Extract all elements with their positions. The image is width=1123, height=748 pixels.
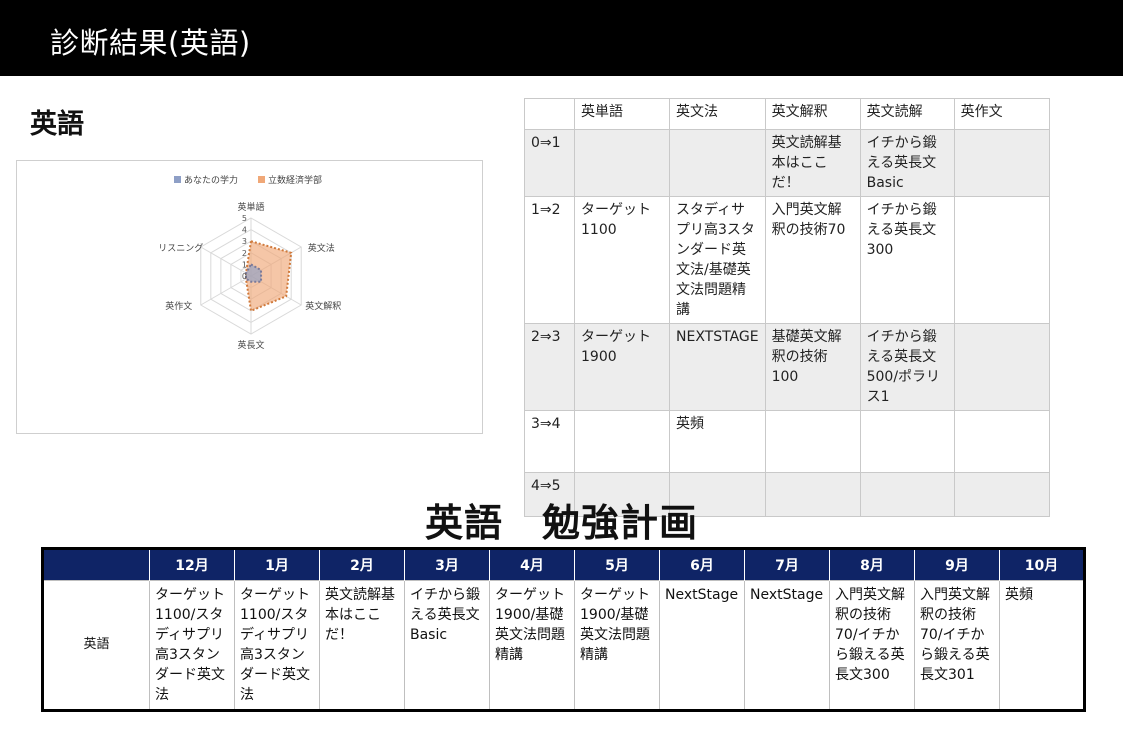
radar-axis-label: 英長文 — [237, 339, 264, 351]
table-cell: 基礎英文解釈の技術100 — [764, 323, 861, 411]
table-cell — [574, 410, 670, 473]
month-header: 8月 — [829, 548, 915, 581]
level-table-header: 英文読解 — [859, 98, 955, 130]
plan-cell: 入門英文解釈の技術70/イチから鍛える英長文300 — [829, 580, 915, 711]
level-table-header: 英作文 — [953, 98, 1050, 130]
radar-series-area — [244, 263, 263, 283]
legend-label: 立数経済学部 — [268, 174, 322, 186]
level-label: 4⇒5 — [524, 472, 575, 517]
study-plan-title: 英語 勉強計画 — [424, 501, 698, 545]
month-header: 10月 — [999, 548, 1085, 581]
table-cell: ターゲット1100 — [574, 196, 670, 324]
study-plan-table: 12月 1月 2月 3月 4月 5月 6月 7月 8月 9月 10月 英語 ター… — [41, 547, 1086, 712]
plan-cell: NextStage — [659, 580, 745, 711]
plan-cell: ターゲット1100/スタディサプリ高3スタンダード英文法 — [149, 580, 235, 711]
legend-swatch — [258, 176, 265, 183]
plan-cell: ターゲット1900/基礎英文法問題精講 — [574, 580, 660, 711]
month-header: 5月 — [574, 548, 660, 581]
table-cell — [953, 472, 1050, 517]
table-cell — [953, 129, 1050, 197]
plan-cell: ターゲット1900/基礎英文法問題精講 — [489, 580, 575, 711]
month-header: 12月 — [149, 548, 235, 581]
month-header: 6月 — [659, 548, 745, 581]
table-cell: イチから鍛える英長文300 — [859, 196, 955, 324]
level-label: 2⇒3 — [524, 323, 575, 411]
plan-subject: 英語 — [42, 580, 150, 711]
level-table-header: 英単語 — [574, 98, 670, 130]
month-header: 9月 — [914, 548, 1000, 581]
legend-swatch — [174, 176, 181, 183]
table-cell — [669, 472, 766, 517]
month-header: 1月 — [234, 548, 320, 581]
table-cell — [669, 129, 766, 197]
table-cell — [574, 472, 670, 517]
legend-label: あなたの学力 — [184, 174, 238, 186]
level-table: 英単語 英文法 英文解釈 英文読解 英作文 0⇒1 英文読解基本はここだ！ イチ… — [524, 98, 1050, 517]
radar-axis-label: 英文法 — [308, 242, 335, 254]
month-header: 3月 — [404, 548, 490, 581]
table-cell: ターゲット1900 — [574, 323, 670, 411]
plan-cell: 英頻 — [999, 580, 1085, 711]
table-cell — [953, 196, 1050, 324]
header-bar: 診断結果(英語) — [0, 0, 1123, 76]
table-cell: NEXTSTAGE — [669, 323, 766, 411]
radar-spoke — [200, 246, 252, 277]
table-cell: 英文読解基本はここだ！ — [764, 129, 861, 197]
table-cell — [953, 323, 1050, 411]
table-row: 英語 ターゲット1100/スタディサプリ高3スタンダード英文法 ターゲット110… — [42, 580, 1085, 711]
table-cell: イチから鍛える英長文Basic — [859, 129, 955, 197]
plan-header-blank — [42, 548, 150, 581]
table-cell — [859, 410, 955, 473]
section-title: 英語 — [30, 109, 84, 140]
radar-axis-label: リスニング — [158, 242, 203, 254]
level-label: 1⇒2 — [524, 196, 575, 324]
table-row: 2⇒3 ターゲット1900 NEXTSTAGE 基礎英文解釈の技術100 イチか… — [524, 323, 1050, 411]
table-cell: 英頻 — [669, 410, 766, 473]
radar-tick-label: 4 — [242, 226, 247, 235]
table-cell — [764, 472, 861, 517]
month-header: 4月 — [489, 548, 575, 581]
table-cell: スタディサプリ高3スタンダード英文法/基礎英文法問題精講 — [669, 196, 766, 324]
level-table-header-row: 英単語 英文法 英文解釈 英文読解 英作文 — [524, 98, 1050, 130]
page-title: 診断結果(英語) — [50, 26, 251, 60]
radar-tick-label: 1 — [242, 260, 247, 269]
radar-axis-label: 英作文 — [165, 300, 192, 312]
radar-tick-label: 2 — [242, 249, 247, 258]
table-cell: イチから鍛える英長文500/ポラリス1 — [859, 323, 955, 411]
table-cell: 入門英文解釈の技術70 — [764, 196, 861, 324]
radar-spoke — [200, 275, 252, 306]
radar-tick-label: 5 — [242, 214, 247, 223]
level-table-header: 英文解釈 — [764, 98, 861, 130]
table-cell — [764, 410, 861, 473]
radar-tick-label: 3 — [242, 237, 247, 246]
table-cell — [859, 472, 955, 517]
radar-tick-label: 0 — [242, 272, 247, 281]
radar-chart: 0 1 2 3 4 5 英単語英文法英文解釈英長文 英作文 リスニング あなたの学力 立数経済学部 — [16, 160, 483, 434]
radar-axis-label: 英文解釈 — [305, 300, 341, 312]
radar-axis-label: 英単語 — [237, 201, 264, 213]
level-table-header — [524, 98, 575, 130]
month-header: 7月 — [744, 548, 830, 581]
table-row: 4⇒5 — [524, 472, 1050, 517]
plan-cell: イチから鍛える英長文Basic — [404, 580, 490, 711]
table-row: 0⇒1 英文読解基本はここだ！ イチから鍛える英長文Basic — [524, 129, 1050, 197]
table-cell — [953, 410, 1050, 473]
plan-header-row: 12月 1月 2月 3月 4月 5月 6月 7月 8月 9月 10月 — [42, 548, 1085, 581]
plan-cell: ターゲット1100/スタディサプリ高3スタンダード英文法 — [234, 580, 320, 711]
plan-cell: NextStage — [744, 580, 830, 711]
level-table-header: 英文法 — [669, 98, 766, 130]
plan-cell: 入門英文解釈の技術70/イチから鍛える英長文301 — [914, 580, 1000, 711]
table-cell — [574, 129, 670, 197]
table-row: 3⇒4 英頻 — [524, 410, 1050, 473]
level-label: 0⇒1 — [524, 129, 575, 197]
month-header: 2月 — [319, 548, 405, 581]
level-label: 3⇒4 — [524, 410, 575, 473]
table-row: 1⇒2 ターゲット1100 スタディサプリ高3スタンダード英文法/基礎英文法問題… — [524, 196, 1050, 324]
plan-cell: 英文読解基本はここだ！ — [319, 580, 405, 711]
